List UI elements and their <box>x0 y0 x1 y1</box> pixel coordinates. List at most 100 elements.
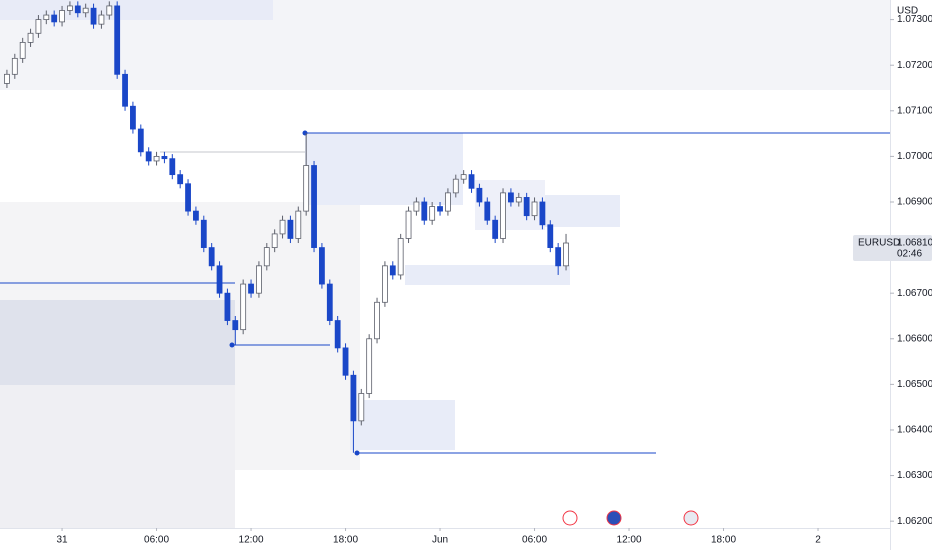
candle-body <box>508 192 514 203</box>
candle-body <box>130 105 136 130</box>
candle-body <box>4 73 10 84</box>
y-tick-label: 1.07100 <box>897 105 932 116</box>
y-tick-label: 1.07200 <box>897 60 932 71</box>
x-tick-label: 06:00 <box>522 535 547 546</box>
candle-body <box>319 247 325 285</box>
price-axis <box>890 0 932 550</box>
candle-body <box>421 201 428 221</box>
candle-body <box>271 233 278 248</box>
candle-body <box>240 283 247 331</box>
candle-body <box>279 219 286 235</box>
candle-body <box>452 178 459 194</box>
y-tick-label: 1.06300 <box>897 470 932 481</box>
candle-body <box>67 5 73 11</box>
candle-body <box>153 155 160 162</box>
zone <box>0 300 235 385</box>
zone <box>405 265 570 285</box>
y-tick-label: 1.06500 <box>897 379 932 390</box>
candle-body <box>515 197 522 203</box>
x-tick-label: Jun <box>432 535 448 546</box>
candle-body <box>248 283 254 294</box>
candle-body <box>358 393 365 422</box>
candle-body <box>374 301 380 340</box>
candle-body <box>43 14 50 21</box>
candle-body <box>224 292 231 321</box>
candle-body <box>468 174 475 189</box>
candle-body <box>193 210 199 221</box>
candle-body <box>484 201 491 221</box>
event-icon[interactable] <box>562 510 578 526</box>
zone <box>350 400 455 450</box>
candle-body <box>27 32 34 43</box>
candle-body <box>161 155 168 160</box>
candle-body <box>51 14 58 23</box>
level-dot <box>302 130 308 136</box>
candle-body <box>413 201 420 212</box>
y-tick-label: 1.06900 <box>897 197 932 208</box>
candle-body <box>145 151 152 162</box>
candle-body <box>429 206 436 221</box>
candle-body <box>200 219 207 248</box>
candle-body <box>531 201 538 217</box>
candle-body <box>59 10 65 23</box>
y-tick-label: 1.06700 <box>897 288 932 299</box>
level-dot <box>354 450 360 456</box>
last-price-label: 1.06810 <box>897 238 932 249</box>
candle-body <box>98 14 105 25</box>
candle-body <box>106 5 113 16</box>
candle-body <box>295 210 302 239</box>
candle-body <box>208 247 215 267</box>
symbol-label: EURUSD <box>858 238 900 249</box>
candle-body <box>334 320 341 349</box>
candle-body <box>523 197 530 217</box>
candle-body <box>539 201 546 226</box>
y-tick-label: 1.06200 <box>897 516 932 527</box>
zone <box>545 195 620 227</box>
candle-body <box>311 165 317 248</box>
candle-body <box>82 7 89 14</box>
candle-body <box>460 174 467 180</box>
x-tick-label: 12:00 <box>617 535 642 546</box>
candle-body <box>437 206 443 212</box>
time-axis <box>0 528 890 550</box>
candle-body <box>216 265 223 294</box>
event-icon[interactable] <box>606 510 622 526</box>
event-icon[interactable] <box>683 510 699 526</box>
candle-body <box>90 7 97 25</box>
candle-body <box>366 338 373 394</box>
candle-body <box>563 242 569 267</box>
zone <box>305 133 463 205</box>
candle-body <box>342 347 349 376</box>
candle-body <box>405 210 412 239</box>
x-tick-label: 12:00 <box>239 535 264 546</box>
candle-body <box>74 5 81 14</box>
candle-body <box>389 265 396 276</box>
y-tick-label: 1.07300 <box>897 14 932 25</box>
drawings <box>0 0 890 528</box>
candles <box>4 1 569 453</box>
candle-body <box>547 224 554 248</box>
x-tick-label: 2 <box>815 535 821 546</box>
last-price-box <box>853 235 932 262</box>
candle-body <box>11 57 18 75</box>
x-tick-label: 18:00 <box>333 535 358 546</box>
candle-body <box>114 5 121 75</box>
candle-body <box>256 265 262 294</box>
candle-body <box>445 192 451 212</box>
candle-body <box>19 42 26 59</box>
candle-body <box>263 247 270 267</box>
candle-body <box>303 165 310 212</box>
candle-body <box>137 128 144 153</box>
event-icons <box>562 510 699 526</box>
zone <box>0 0 273 20</box>
candle-body <box>122 73 128 107</box>
candle-body <box>555 247 562 267</box>
candle-body <box>476 187 483 203</box>
candle-body <box>326 283 333 321</box>
x-tick-label: 18:00 <box>711 535 736 546</box>
candle-body <box>169 158 176 176</box>
candle-body <box>177 174 184 185</box>
candle-body <box>185 183 191 212</box>
candle-body <box>492 219 499 239</box>
